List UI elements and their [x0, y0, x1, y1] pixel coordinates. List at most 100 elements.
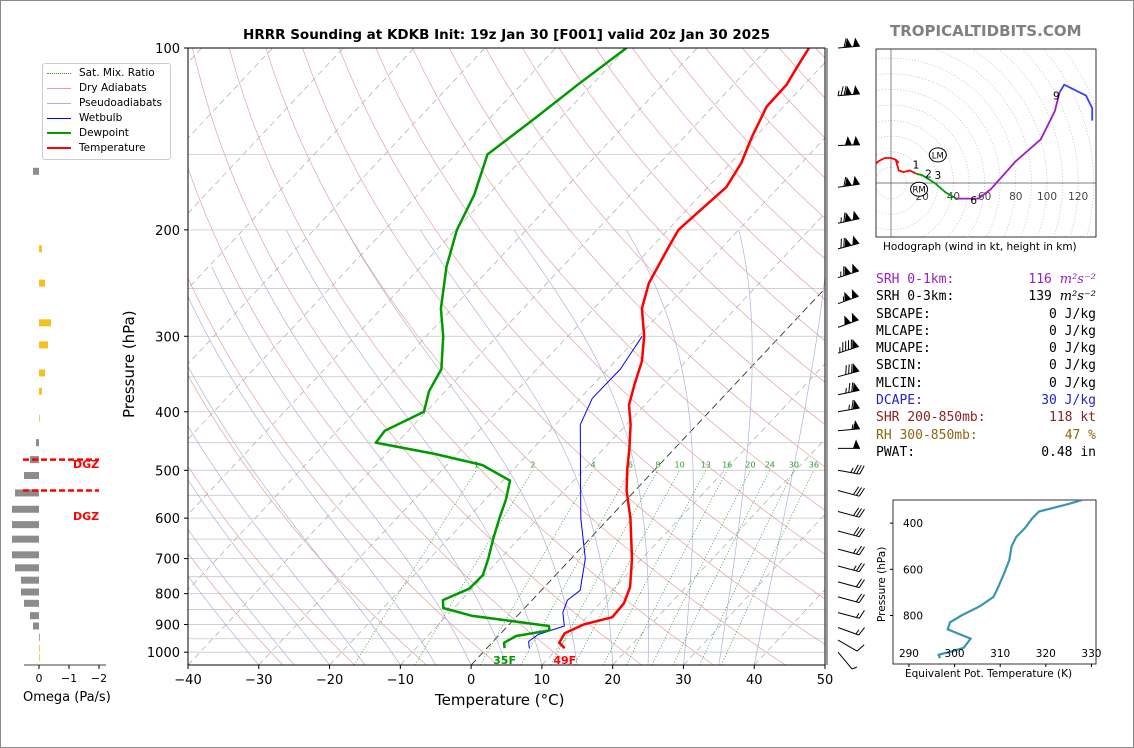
dry-adiabat	[595, 48, 825, 301]
mixing-ratio-label: 6	[628, 460, 633, 469]
omega-tick-label: −1	[61, 672, 77, 685]
barb-staff	[837, 469, 860, 475]
wind-barb	[838, 439, 860, 449]
x-tick-label: 10	[534, 673, 551, 688]
hodograph-tick-label: 120	[1068, 191, 1088, 203]
barb-staff	[837, 612, 860, 619]
param-row: SBCIN: 0 J/kg	[876, 358, 1096, 375]
barb-half	[853, 565, 857, 571]
pseudoadiabat	[188, 425, 366, 665]
mixing-ratio-line	[520, 470, 631, 665]
barb-flag	[853, 439, 860, 449]
barb-half	[840, 271, 842, 277]
x-tick-label: −20	[316, 673, 343, 688]
barb-flag	[852, 382, 860, 392]
wind-barb	[837, 464, 865, 475]
theta-e-x-tick-label: 330	[1081, 648, 1101, 660]
barb-full	[843, 85, 847, 96]
barb-flag	[852, 135, 860, 145]
theta-e-line	[937, 500, 1083, 659]
x-tick-label: −40	[174, 673, 201, 688]
y-tick-label: 100	[155, 42, 180, 57]
mixing-ratio-label: 4	[591, 460, 596, 469]
barb-staff	[837, 639, 858, 652]
wind-barb	[837, 210, 860, 224]
isotherm	[188, 48, 415, 290]
wind-barb	[837, 562, 865, 573]
dry-adiabat	[338, 48, 825, 600]
omega-bar	[39, 387, 42, 395]
barb-flag	[852, 420, 860, 430]
barb-staff	[837, 596, 860, 604]
barb-full	[859, 465, 865, 475]
hodograph-tick-label: 60	[978, 191, 991, 203]
omega-bar	[39, 279, 45, 287]
barb-full	[855, 545, 862, 555]
barb-half	[850, 467, 854, 473]
wind-barb	[837, 85, 860, 97]
param-row: MLCAPE: 0 J/kg	[876, 324, 1096, 341]
storm-motion-marker	[928, 147, 947, 163]
barb-staff	[837, 565, 860, 573]
barb-full	[858, 563, 865, 572]
param-label: SBCIN:	[876, 358, 923, 374]
barb-full	[853, 464, 859, 474]
barb-staff	[837, 651, 853, 670]
x-tick-label: 0	[467, 673, 475, 688]
param-value: 139	[1028, 289, 1052, 305]
mixing-ratio-label: 13	[701, 460, 711, 469]
barb-flag	[851, 289, 859, 299]
barb-half	[837, 90, 840, 96]
mixing-ratio-label: 8	[655, 460, 660, 469]
pseudoadiabat	[625, 229, 694, 665]
wind-barb	[837, 486, 865, 497]
barb-flag	[852, 210, 860, 221]
dry-adiabat	[448, 48, 825, 468]
isotherm	[188, 48, 769, 665]
param-row: MUCAPE: 0 J/kg	[876, 341, 1096, 358]
legend-item-wetbulb: Wetbulb	[47, 111, 122, 125]
wind-barb	[837, 399, 860, 413]
omega-bar	[39, 414, 40, 422]
legend-label: Temperature	[79, 142, 146, 154]
barb-full	[843, 266, 845, 276]
param-unit: m²s⁻²	[1059, 289, 1096, 305]
legend-item-pseudo: Pseudoadiabats	[47, 96, 162, 110]
hodograph-tick-label: 100	[1037, 191, 1057, 203]
barb-full	[858, 627, 865, 636]
dry-adiabat	[302, 48, 825, 645]
y-tick-label: 200	[155, 224, 180, 239]
param-value: 0 J/kg	[1049, 358, 1096, 374]
hodograph-tick-label: 80	[1009, 191, 1022, 203]
param-value: 47 %	[1064, 427, 1096, 443]
omega-bar	[33, 622, 39, 630]
barb-full	[855, 508, 862, 517]
theta-e-x-title: Equivalent Pot. Temperature (K)	[905, 668, 1073, 680]
pseudoadiabat	[345, 229, 578, 665]
isotherm	[541, 363, 825, 665]
param-row: RH 300-850mb: 47 %	[876, 428, 1096, 445]
storm-motion-marker	[910, 181, 929, 197]
hodograph-frame	[875, 48, 1097, 238]
omega-bar	[24, 599, 39, 607]
wind-barb	[837, 289, 859, 305]
hodograph-height-label: 6	[970, 195, 977, 207]
wind-barb	[837, 651, 858, 670]
pseudoadiabat	[753, 272, 825, 665]
omega-bar	[21, 588, 39, 596]
isotherm	[258, 62, 825, 665]
barb-full	[856, 644, 865, 652]
theta-e-canvas	[937, 500, 1083, 659]
barb-half	[853, 548, 857, 554]
wind-barb	[837, 507, 865, 518]
theta-e-x-tick-label: 300	[945, 648, 965, 660]
x-tick-label: 40	[746, 673, 763, 688]
mixing-ratio-label: 24	[765, 460, 775, 469]
theta-e-y-tick-label: 400	[903, 518, 923, 530]
legend-label: Wetbulb	[79, 112, 123, 124]
hodograph-height-label: 2	[925, 169, 932, 181]
barb-full	[848, 383, 851, 393]
barb-full	[851, 399, 854, 410]
hodograph-segment	[1058, 83, 1094, 121]
param-label: RH 300-850mb:	[876, 427, 978, 443]
